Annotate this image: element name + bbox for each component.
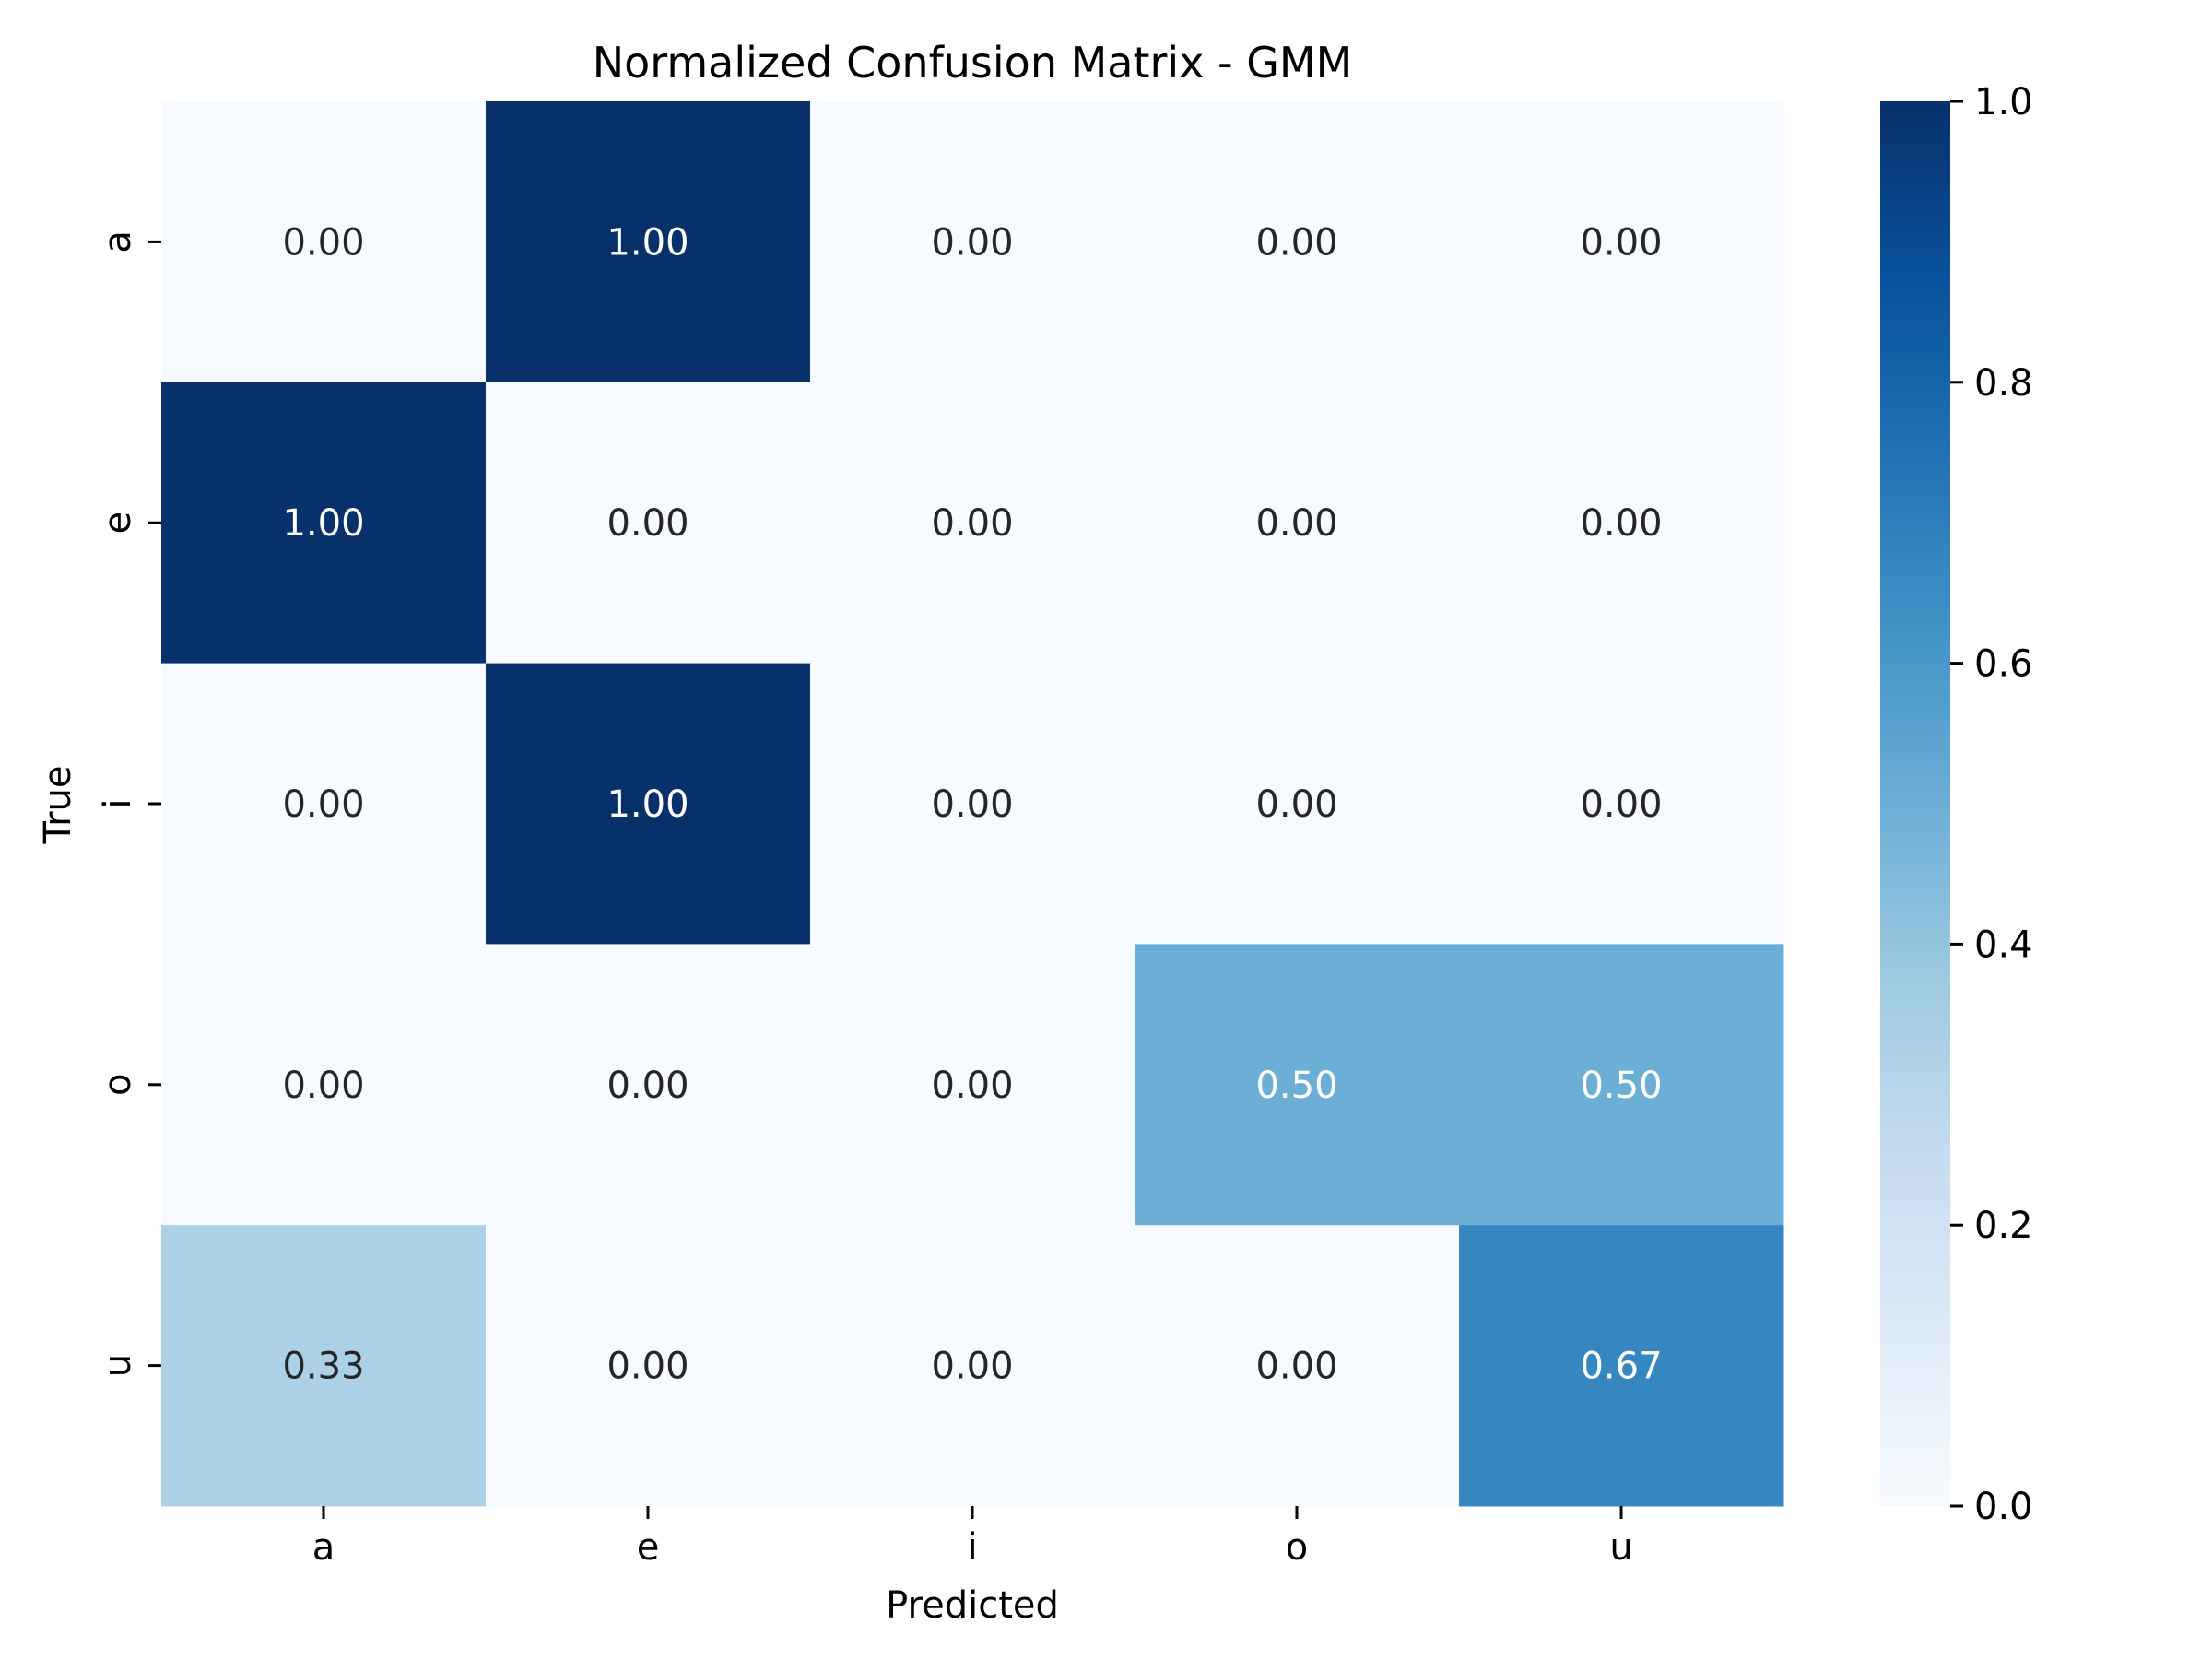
y-tick-label: o bbox=[97, 1074, 139, 1096]
cell-value-label: 0.50 bbox=[1255, 1065, 1337, 1107]
heatmap-cell bbox=[161, 382, 487, 665]
colorbar-tick-label: 1.0 bbox=[1974, 81, 2033, 124]
heatmap-cell bbox=[810, 944, 1135, 1226]
x-tick-label: o bbox=[1286, 1526, 1308, 1569]
cell-value-label: 1.00 bbox=[282, 502, 364, 545]
chart-title: Normalized Confusion Matrix - GMM bbox=[593, 38, 1353, 88]
x-tick-label: i bbox=[967, 1526, 977, 1569]
cell-value-label: 0.00 bbox=[1580, 221, 1662, 264]
y-axis: a e i o u bbox=[97, 230, 161, 1377]
cell-value-label: 0.67 bbox=[1580, 1346, 1662, 1388]
x-axis-label: Predicted bbox=[886, 1584, 1059, 1627]
heatmap-cell bbox=[1135, 1225, 1460, 1507]
heatmap-cell bbox=[1459, 944, 1784, 1226]
heatmap-cell-labels: 0.00 1.00 0.00 0.00 0.00 1.00 0.00 0.00 0.00 0.00… bbox=[282, 221, 1662, 1387]
colorbar-tick-label: 0.0 bbox=[1974, 1486, 2033, 1528]
cell-value-label: 0.00 bbox=[606, 1065, 688, 1107]
heatmap-cell bbox=[161, 663, 487, 945]
cell-value-label: 0.00 bbox=[931, 1065, 1013, 1107]
cell-value-label: 0.00 bbox=[931, 1346, 1013, 1388]
colorbar: 0.0 0.2 0.4 0.6 0.8 1.0 bbox=[1880, 81, 2033, 1528]
cell-value-label: 0.00 bbox=[282, 221, 364, 264]
colorbar-tick-label: 0.2 bbox=[1974, 1205, 2033, 1247]
cell-value-label: 0.00 bbox=[606, 1346, 688, 1388]
colorbar-tick-label: 0.6 bbox=[1974, 643, 2033, 686]
x-tick-label: e bbox=[637, 1526, 660, 1569]
cell-value-label: 0.00 bbox=[931, 783, 1013, 826]
heatmap-cells bbox=[161, 101, 1784, 1507]
x-tick-label: a bbox=[312, 1526, 335, 1569]
heatmap-cell bbox=[810, 663, 1135, 945]
heatmap-cell bbox=[486, 663, 811, 945]
cell-value-label: 0.00 bbox=[606, 502, 688, 545]
cell-value-label: 0.00 bbox=[1255, 1346, 1337, 1388]
cell-value-label: 0.00 bbox=[931, 502, 1013, 545]
heatmap-cell bbox=[486, 1225, 811, 1507]
y-tick-label: i bbox=[97, 798, 139, 808]
cell-value-label: 0.00 bbox=[1580, 783, 1662, 826]
colorbar-tick-label: 0.4 bbox=[1974, 924, 2033, 966]
heatmap-cell bbox=[1135, 382, 1460, 665]
cell-value-label: 0.00 bbox=[1255, 502, 1337, 545]
heatmap-cell bbox=[1459, 663, 1784, 945]
heatmap-cell bbox=[1135, 944, 1460, 1226]
y-tick-label: e bbox=[97, 512, 139, 535]
heatmap-cell bbox=[486, 382, 811, 665]
x-tick-label: u bbox=[1609, 1526, 1632, 1569]
heatmap-cell bbox=[810, 1225, 1135, 1507]
cell-value-label: 0.00 bbox=[282, 783, 364, 826]
colorbar-gradient bbox=[1880, 101, 1950, 1506]
y-axis-label: True bbox=[37, 766, 79, 845]
heatmap-cell bbox=[161, 101, 487, 383]
heatmap-cell bbox=[161, 1225, 487, 1507]
heatmap-cell bbox=[1459, 382, 1784, 665]
y-tick-label: a bbox=[97, 230, 139, 253]
heatmap-cell bbox=[1135, 101, 1460, 383]
cell-value-label: 0.00 bbox=[931, 221, 1013, 264]
heatmap-cell bbox=[1459, 1225, 1784, 1507]
heatmap-cell bbox=[810, 101, 1135, 383]
cell-value-label: 1.00 bbox=[606, 221, 688, 264]
cell-value-label: 0.33 bbox=[282, 1346, 364, 1388]
cell-value-label: 0.00 bbox=[1580, 502, 1662, 545]
heatmap-cell bbox=[486, 101, 811, 383]
heatmap-cell bbox=[486, 944, 811, 1226]
heatmap-cell bbox=[810, 382, 1135, 665]
y-tick-label: u bbox=[97, 1354, 139, 1377]
cell-value-label: 0.00 bbox=[1255, 783, 1337, 826]
colorbar-tick-label: 0.8 bbox=[1974, 362, 2033, 405]
cell-value-label: 1.00 bbox=[606, 783, 688, 826]
cell-value-label: 0.00 bbox=[282, 1065, 364, 1107]
cell-value-label: 0.50 bbox=[1580, 1065, 1662, 1107]
cell-value-label: 0.00 bbox=[1255, 221, 1337, 264]
heatmap-cell bbox=[1459, 101, 1784, 383]
heatmap-cell bbox=[161, 944, 487, 1226]
heatmap-cell bbox=[1135, 663, 1460, 945]
